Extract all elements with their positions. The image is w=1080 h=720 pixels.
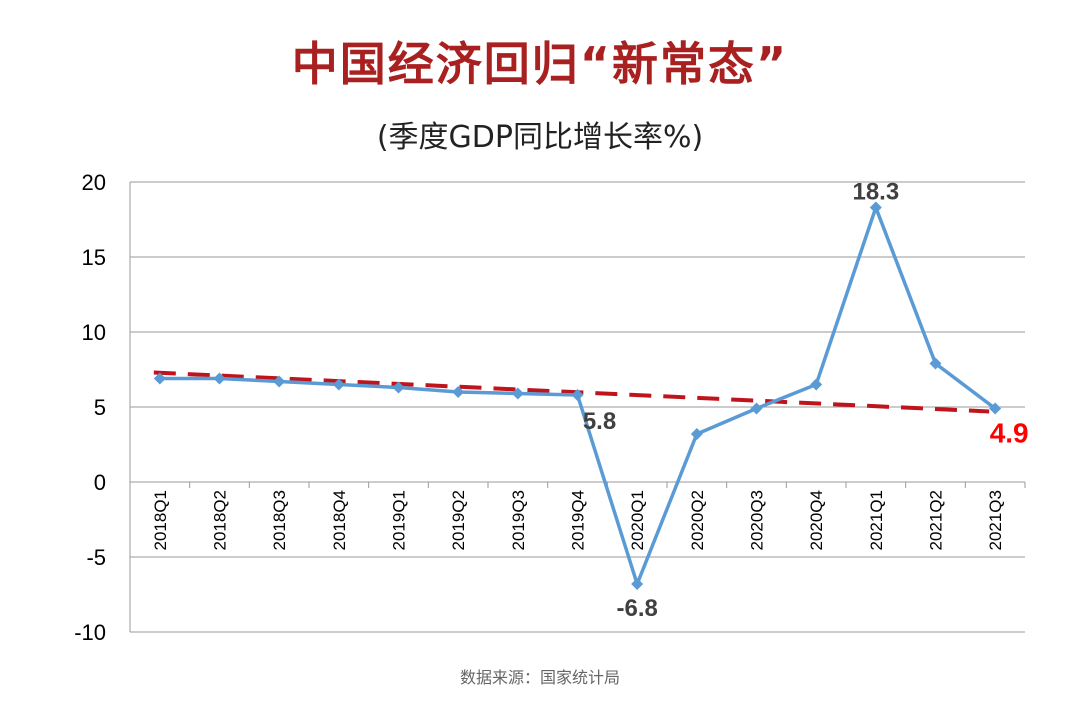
chart-subtitle: (季度GDP同比增长率%) [376,120,704,155]
y-tick-label: 15 [82,245,106,270]
source-note: 数据来源：国家统计局 [459,668,620,687]
y-tick-label: 0 [94,470,106,495]
x-tick-label: 2021Q2 [927,490,946,551]
x-tick-label: 2019Q4 [569,490,588,551]
x-tick-label: 2020Q3 [748,490,767,551]
data-point [631,578,644,590]
data-point [332,378,345,391]
y-tick-label: -5 [86,545,106,570]
x-tick-label: 2020Q1 [628,490,647,551]
x-tick-label: 2018Q4 [330,490,349,551]
data-point [750,402,763,415]
data-point [511,387,524,400]
data-point [153,372,166,385]
data-point [452,386,465,398]
x-tick-label: 2019Q1 [390,490,409,551]
x-tick-label: 2020Q2 [688,490,707,551]
x-tick-label: 2020Q4 [807,490,826,551]
y-tick-label: 20 [82,170,106,195]
y-tick-label: -10 [74,620,106,645]
x-tick-label: 2019Q2 [449,490,468,551]
x-tick-label: 2018Q1 [151,490,170,551]
data-label: -6.8 [616,595,657,622]
trendline [153,370,990,414]
y-tick-label: 5 [94,395,106,420]
data-point [989,402,1002,415]
x-tick-label: 2018Q3 [270,490,289,551]
x-tick-label: 2019Q3 [509,490,528,551]
data-point [929,357,942,370]
data-point [273,375,286,388]
data-label: 5.8 [583,408,616,435]
data-point [810,378,823,391]
y-tick-label: 10 [82,320,106,345]
data-point [571,389,584,401]
x-tick-label: 2018Q2 [211,490,230,551]
data-point [213,372,226,385]
data-point [392,381,405,394]
chart-title: 中国经济回归“新常态” [291,37,789,91]
data-point [690,428,703,440]
data-point [869,201,882,214]
data-label: 18.3 [852,179,899,206]
x-tick-label: 2021Q1 [867,490,886,551]
data-label: 4.9 [990,418,1029,449]
x-tick-label: 2021Q3 [986,490,1005,551]
